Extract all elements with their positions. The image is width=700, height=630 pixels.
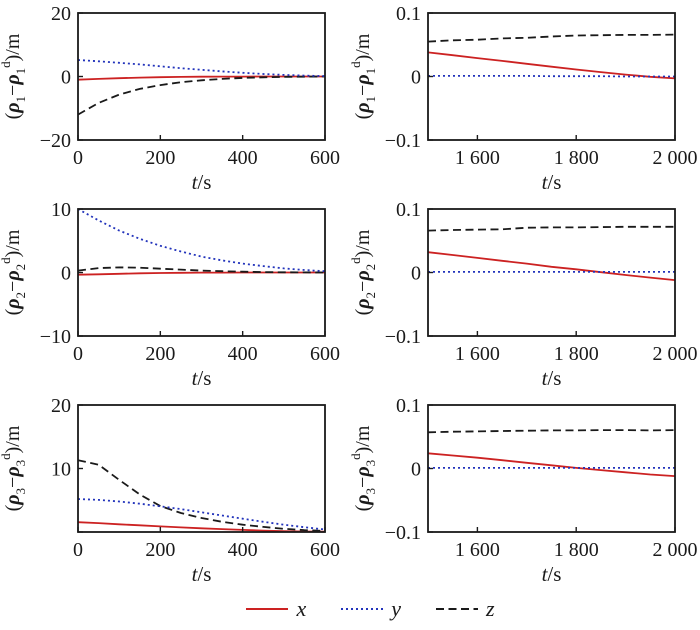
y-tick-label: 0 xyxy=(61,263,71,285)
x-tick-label: 400 xyxy=(228,343,258,365)
y-tick-label: 20 xyxy=(51,3,71,25)
plot-canvas-rho2-steady: 1 600 1 800 2 000 −0.1 0 0.1 t/s (ρ2−ρ2d)/m xyxy=(350,199,698,390)
legend-item-z: z xyxy=(435,598,495,620)
x-tick-label: 2 000 xyxy=(653,343,698,365)
series-line-y xyxy=(428,75,675,78)
x-tick-label: 600 xyxy=(310,343,340,365)
x-axis-label: t/s xyxy=(542,170,562,194)
y-tick-label: 0 xyxy=(411,67,421,89)
y-axis-label: (ρ3−ρ3d)/m xyxy=(350,425,378,511)
x-axis-label: t/s xyxy=(192,562,212,586)
plot-canvas-rho3-steady: 1 600 1 800 2 000 −0.1 0 0.1 t/s (ρ3−ρ3d)/m xyxy=(350,395,698,586)
legend-label-y: y xyxy=(391,596,401,621)
x-tick-label: 200 xyxy=(145,343,175,365)
plot-frame xyxy=(427,404,676,533)
x-tick-label: 1 600 xyxy=(455,343,500,365)
y-axis-label: (ρ2−ρ2d)/m xyxy=(0,229,28,315)
x-tick-label: 1 800 xyxy=(554,343,599,365)
plot-frame xyxy=(427,208,676,337)
x-tick-label: 0 xyxy=(73,539,83,561)
x-tick-label: 400 xyxy=(228,539,258,561)
y-tick-label: 20 xyxy=(51,395,71,417)
x-tick-label: 2 000 xyxy=(653,539,698,561)
x-axis-label: t/s xyxy=(542,366,562,390)
series-line-z xyxy=(77,459,326,532)
legend-line-y-icon xyxy=(341,608,384,610)
x-tick-label: 600 xyxy=(310,539,340,561)
subplot-rho3-steady: 1 600 1 800 2 000 −0.1 0 0.1 t/s (ρ3−ρ3d)/m xyxy=(350,392,700,588)
x-tick-label: 2 000 xyxy=(653,147,698,169)
series-line-y xyxy=(77,208,326,273)
x-tick-label: 200 xyxy=(145,147,175,169)
y-axis-label: (ρ2−ρ2d)/m xyxy=(350,229,378,315)
subplot-rho3-transient: 0 200 400 600 10 20 t/s (ρ3−ρ3d)/m xyxy=(0,392,350,588)
subplot-rho2-steady: 1 600 1 800 2 000 −0.1 0 0.1 t/s (ρ2−ρ2d)/m xyxy=(350,196,700,392)
series-line-y xyxy=(77,59,326,77)
y-tick-label: 0.1 xyxy=(396,395,421,417)
y-tick-label: −0.1 xyxy=(385,522,421,544)
series-line-z xyxy=(427,429,676,434)
legend-item-x: x xyxy=(245,598,306,620)
y-tick-label: −0.1 xyxy=(385,130,421,152)
series-line-x xyxy=(427,51,676,80)
x-axis-label: t/s xyxy=(192,170,212,194)
y-axis-label: (ρ1−ρ1d)/m xyxy=(0,33,28,119)
series-line-z xyxy=(427,33,676,43)
y-tick-label: 0 xyxy=(411,459,421,481)
legend-label-x: x xyxy=(296,596,307,621)
legend-label-z: z xyxy=(485,596,495,621)
x-axis-label: t/s xyxy=(542,562,562,586)
y-tick-label: 0.1 xyxy=(396,3,421,25)
y-axis-label: (ρ3−ρ3d)/m xyxy=(0,425,28,511)
series-line-z xyxy=(427,225,675,232)
series-line-x xyxy=(427,452,676,477)
x-tick-label: 400 xyxy=(228,147,258,169)
legend: x y z xyxy=(0,588,700,630)
y-tick-label: 0.1 xyxy=(396,199,421,221)
x-tick-label: 1 600 xyxy=(455,147,500,169)
series-line-z xyxy=(77,75,326,116)
y-tick-label: −0.1 xyxy=(385,326,421,348)
legend-item-y: y xyxy=(340,598,401,620)
x-tick-label: 1 800 xyxy=(554,147,599,169)
series-line-x xyxy=(427,251,676,281)
legend-line-z-icon xyxy=(435,608,478,610)
plot-canvas-rho1-steady: 1 600 1 800 2 000 −0.1 0 0.1 t/s (ρ1−ρ1d)/m xyxy=(350,3,698,194)
y-tick-label: 10 xyxy=(51,459,71,481)
plot-canvas-rho3-transient: 0 200 400 600 10 20 t/s (ρ3−ρ3d)/m xyxy=(0,395,340,586)
y-tick-label: 10 xyxy=(51,199,71,221)
series-line-x xyxy=(77,75,325,81)
y-tick-label: −20 xyxy=(40,130,71,152)
x-tick-label: 200 xyxy=(145,539,175,561)
y-tick-label: 0 xyxy=(411,263,421,285)
y-tick-label: 0 xyxy=(61,67,71,89)
x-tick-label: 600 xyxy=(310,147,340,169)
x-tick-label: 0 xyxy=(73,147,83,169)
plot-frame xyxy=(77,404,326,533)
y-tick-label: −10 xyxy=(40,326,71,348)
y-axis-label: (ρ1−ρ1d)/m xyxy=(350,33,378,119)
x-tick-label: 1 800 xyxy=(554,539,599,561)
series-line-x xyxy=(77,521,326,533)
subplot-rho1-steady: 1 600 1 800 2 000 −0.1 0 0.1 t/s (ρ1−ρ1d)/m xyxy=(350,0,700,196)
series-line-z xyxy=(77,266,326,274)
x-tick-label: 0 xyxy=(73,343,83,365)
x-tick-label: 1 600 xyxy=(455,539,500,561)
series-line-x xyxy=(77,271,325,276)
x-axis-label: t/s xyxy=(192,366,212,390)
legend-line-x-icon xyxy=(246,608,289,610)
series-line-y xyxy=(77,498,326,531)
